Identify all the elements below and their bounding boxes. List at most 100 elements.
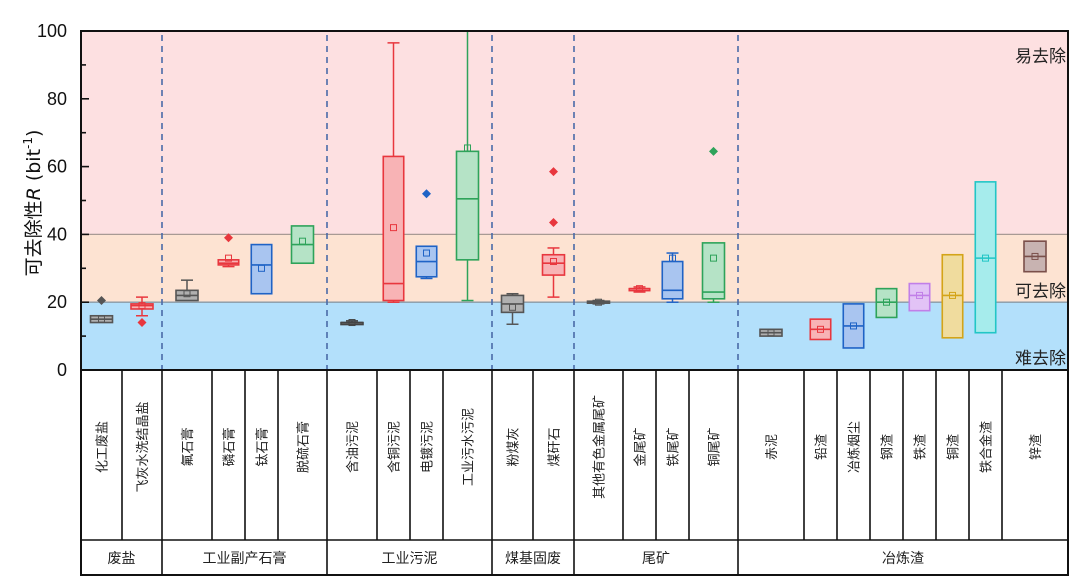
category-label: 氟石膏	[180, 427, 196, 466]
category-label: 工业污水污泥	[462, 408, 477, 486]
box-body	[250, 243, 273, 295]
box-5	[250, 243, 273, 295]
y-axis-label: 可去除性R (bit-1)	[21, 130, 45, 277]
mean-marker	[98, 315, 105, 323]
box-body	[217, 259, 240, 266]
box-24	[1023, 240, 1047, 273]
box-9	[415, 189, 438, 280]
outlier-diamond	[224, 233, 233, 243]
box-17	[759, 328, 783, 337]
box-body	[908, 282, 931, 312]
box-10	[455, 30, 480, 302]
group-label: 尾矿	[642, 551, 670, 567]
box-7	[340, 319, 364, 327]
category-label: 铜渣	[947, 434, 962, 460]
category-label: 冶炼烟尘	[848, 421, 863, 473]
box-12	[541, 167, 566, 298]
category-label: 铁渣	[914, 434, 929, 460]
box-body	[974, 181, 997, 334]
mean-marker	[949, 291, 956, 299]
category-label: 铁合金渣	[979, 421, 995, 473]
box-2	[130, 296, 154, 328]
box-14	[628, 285, 651, 293]
zone-label-hard: 难去除	[1015, 349, 1066, 369]
category-label: 铜尾矿	[708, 427, 723, 466]
group-label: 废盐	[108, 551, 136, 567]
box-18	[809, 318, 832, 341]
category-label: 钢渣	[881, 434, 896, 460]
y-tick-label: 100	[37, 21, 67, 41]
box-16	[701, 146, 726, 303]
box-4	[217, 233, 240, 268]
mean-marker	[348, 319, 356, 327]
zone-label-easy: 易去除	[1015, 47, 1066, 67]
group-label: 工业污泥	[382, 551, 438, 567]
box-23	[974, 181, 997, 334]
category-label: 含铜污泥	[387, 421, 403, 473]
outlier-diamond	[97, 296, 106, 306]
mean-marker	[138, 302, 146, 310]
outlier-diamond	[709, 146, 718, 156]
mean-marker	[225, 254, 232, 262]
box-22	[941, 253, 964, 339]
mean-marker	[509, 303, 516, 311]
box-8	[382, 42, 405, 303]
box-3	[175, 279, 199, 302]
category-table: 化工废盐 飞灰水洗结晶盐 氟石膏 磷石膏 钛石膏 脱硫石膏 含油污泥 含铜污泥 电镀污泥 工业污水…	[80, 369, 1069, 576]
mean-marker	[299, 237, 306, 245]
mean-marker	[916, 291, 923, 299]
category-label: 飞灰水洗结晶盐	[136, 401, 151, 492]
outlier-diamond	[137, 318, 147, 328]
zone-label-removable: 可去除	[1015, 282, 1066, 302]
mean-marker	[883, 298, 890, 306]
box-series	[89, 30, 1047, 349]
box-body	[455, 150, 480, 261]
outlier-diamond	[549, 218, 558, 228]
mean-marker	[669, 254, 676, 262]
mean-marker	[258, 264, 265, 272]
box-19	[842, 303, 865, 349]
mean-marker	[850, 322, 857, 330]
box-13	[586, 298, 611, 306]
box-15	[661, 252, 684, 303]
y-tick-label: 80	[47, 89, 67, 109]
mean-marker	[1031, 252, 1039, 260]
mean-marker	[550, 258, 557, 266]
outlier-diamond	[422, 189, 431, 199]
box-1	[89, 296, 114, 324]
category-label: 铅渣	[815, 434, 830, 460]
category-label: 含油污泥	[345, 421, 361, 473]
category-label: 脱硫石膏	[296, 421, 312, 473]
category-label: 化工废盐	[95, 421, 111, 473]
box-11	[500, 292, 525, 325]
y-tick-label: 20	[47, 292, 67, 312]
category-label: 金尾矿	[633, 427, 649, 466]
y-tick-label: 40	[47, 224, 67, 244]
mean-marker	[817, 325, 824, 333]
box-body	[875, 287, 898, 319]
category-label: 锌渣	[1029, 434, 1044, 460]
mean-marker	[464, 144, 471, 152]
y-axis: 0 20 40 60 80 100	[37, 21, 89, 380]
group-label: 冶炼渣	[882, 551, 924, 567]
box-20	[875, 287, 898, 319]
category-label: 粉煤灰	[507, 427, 522, 466]
zone-labels: 易去除 可去除 难去除	[1015, 47, 1066, 369]
box-body	[941, 253, 964, 339]
mean-marker	[183, 290, 191, 298]
group-label: 煤基固废	[505, 550, 561, 567]
category-label: 磷石膏	[222, 427, 238, 466]
category-label: 赤泥	[765, 434, 780, 460]
y-tick-label: 0	[57, 360, 67, 380]
mean-marker	[710, 254, 717, 262]
group-label: 工业副产石膏	[203, 550, 287, 567]
box-body	[701, 242, 726, 300]
box-6	[290, 225, 315, 265]
mean-marker	[595, 298, 602, 306]
mean-marker	[423, 249, 430, 257]
mean-marker	[636, 285, 643, 293]
group-separators	[161, 35, 739, 370]
box-body	[382, 155, 405, 302]
mean-marker	[390, 224, 397, 232]
